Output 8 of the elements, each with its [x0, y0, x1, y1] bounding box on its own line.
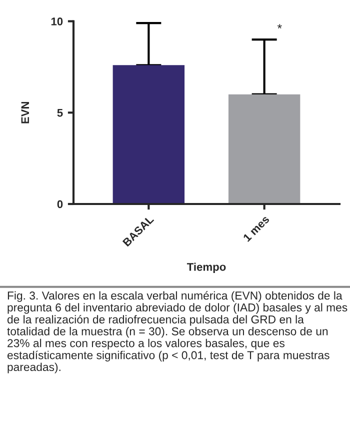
y-tick-label: 0 — [57, 200, 63, 208]
annotation: * — [277, 24, 282, 28]
y-tick-label: 5 — [57, 109, 63, 117]
y-tick-label: 10 — [51, 18, 63, 26]
y-axis-title: EVN — [21, 102, 29, 124]
caption: Fig. 3. Valores en la escala verbal numérica (EVN) obtenidos de la pregunta 6 del inventario abreviado de dolor (IAD) basales y al mes de la realización de radiofrecuencia pulsada del GRD en la totalidad de la muestra (n = 30). Se observa un descenso de un 23% al mes con respecto a los valores basales, que es estadísticamente significativo (p < 0,01, test de T para muestras pareadas). — [7, 291, 348, 374]
x-axis-title: Tiempo — [186, 262, 226, 274]
x-tick-label: 1 mes — [242, 215, 270, 242]
